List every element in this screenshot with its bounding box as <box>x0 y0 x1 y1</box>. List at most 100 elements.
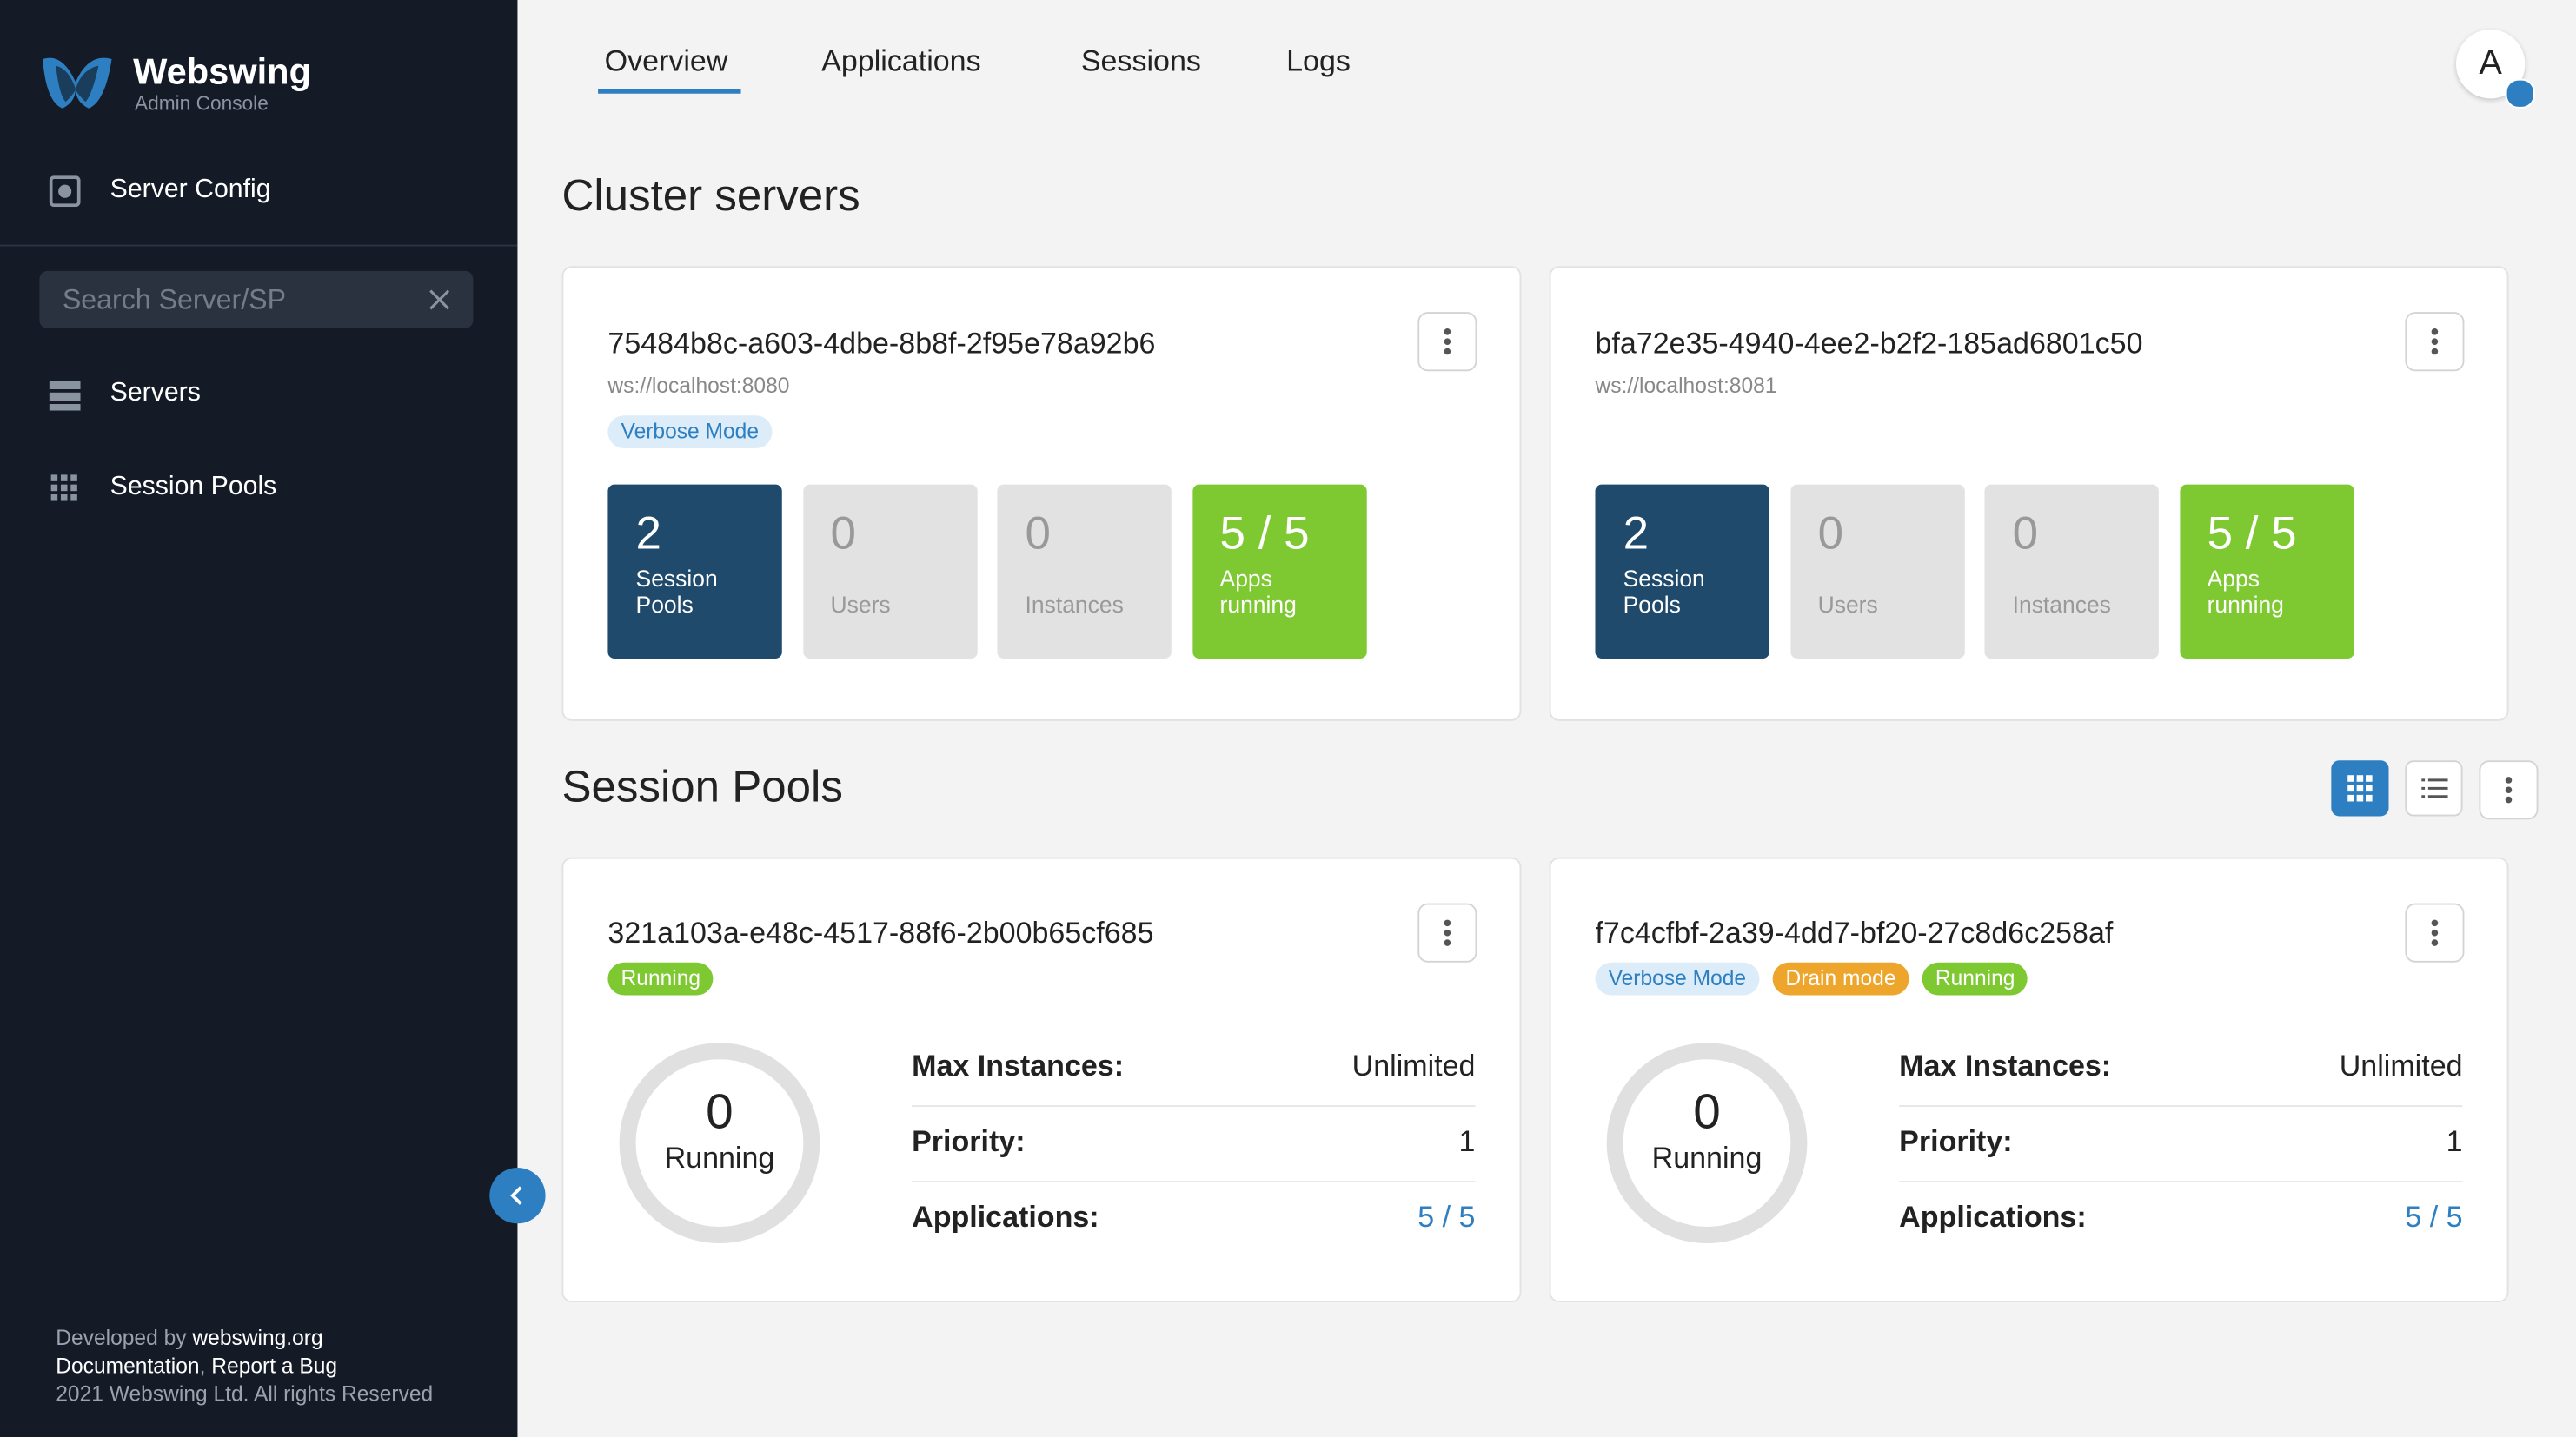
pool-card: 321a103a-e48c-4517-88f6-2b00b65cf685 Runn… <box>561 857 1522 1303</box>
badge: Verbose Mode <box>1595 962 1760 996</box>
stat-value: 2 <box>635 507 661 559</box>
detail-separator <box>912 1105 1476 1108</box>
more-button[interactable] <box>1417 312 1477 372</box>
stat-value: 0 <box>2012 507 2039 559</box>
badge: Running <box>1922 962 2028 996</box>
ring: 0 Running <box>1606 1043 1808 1243</box>
pools-icon <box>50 474 77 501</box>
badge-row: Running <box>607 962 727 996</box>
server-url: ws://localhost:8081 <box>1595 373 1777 398</box>
logo <box>43 57 112 109</box>
servers-icon <box>49 381 81 411</box>
stat-box: 5 / 5 Apps running <box>2179 484 2354 659</box>
badge: Drain mode <box>1772 962 1909 996</box>
ring-count: 0 <box>706 1085 734 1140</box>
footer-text: , <box>199 1353 206 1378</box>
footer-link[interactable]: Documentation <box>56 1353 200 1378</box>
more-button[interactable] <box>2479 760 2539 820</box>
badge: Verbose Mode <box>607 415 773 449</box>
nav-item[interactable]: Session Pools <box>110 473 277 501</box>
stat-label: Session Pools <box>1623 565 1705 618</box>
footer-link[interactable]: webswing.org <box>192 1325 323 1350</box>
tab[interactable]: Overview <box>604 44 728 77</box>
brand-sub: Admin Console <box>135 91 269 116</box>
stat-value: 0 <box>1817 507 1844 559</box>
stat-label: Instances <box>2012 591 2111 618</box>
badge-row: Verbose Mode <box>607 415 785 449</box>
tab-underline <box>598 89 741 94</box>
detail-value[interactable]: 5 / 5 <box>1417 1200 1476 1234</box>
stat-label: Users <box>830 591 891 618</box>
stat-box: 0 Instances <box>997 484 1172 659</box>
stat-box: 2 Session Pools <box>607 484 782 659</box>
stat-value: 5 / 5 <box>1219 507 1310 559</box>
nav-item[interactable]: Server Config <box>110 175 271 204</box>
stat-value: 0 <box>1025 507 1051 559</box>
sidebar: Webswing Admin Console Server Config Sea… <box>0 0 518 1437</box>
stat-label: Apps running <box>2207 565 2284 618</box>
more-button[interactable] <box>2405 312 2465 372</box>
tab[interactable]: Sessions <box>1080 44 1201 77</box>
footer-text: Developed by <box>56 1325 187 1350</box>
footer: Developed by webswing.org Documentation,… <box>56 1324 433 1407</box>
badge-row: Verbose Mode Drain mode Running <box>1595 962 2041 996</box>
stat-box: 0 Instances <box>1984 484 2159 659</box>
separator <box>0 244 518 247</box>
grid-view-button[interactable] <box>2331 760 2389 817</box>
stat-label: Users <box>1817 591 1878 618</box>
footer-text: 2021 Webswing Ltd. All rights Reserved <box>56 1381 434 1407</box>
stat-box: 5 / 5 Apps running <box>1192 484 1366 659</box>
server-url: ws://localhost:8080 <box>607 373 790 398</box>
more-button[interactable] <box>1417 903 1477 963</box>
nav-item[interactable]: Servers <box>110 379 201 407</box>
server-card: 75484b8c-a603-4dbe-8b8f-2f95e78a92b6 ws:/… <box>561 266 1522 721</box>
pool-id: f7c4cfbf-2a39-4dd7-bf20-27c8d6c258af <box>1595 916 2114 950</box>
search-placeholder: Search Server/SP <box>62 284 287 315</box>
detail-label: Priority: <box>912 1124 1026 1158</box>
detail-separator <box>912 1181 1476 1183</box>
server-id: bfa72e35-4940-4ee2-b2f2-185ad6801c50 <box>1595 327 2143 360</box>
footer-link[interactable]: Report a Bug <box>211 1353 338 1378</box>
detail-separator <box>1899 1105 2463 1108</box>
pool-id: 321a103a-e48c-4517-88f6-2b00b65cf685 <box>607 916 1154 950</box>
detail-label: Applications: <box>912 1200 1099 1234</box>
section-title: Cluster servers <box>561 170 860 221</box>
more-button[interactable] <box>2405 903 2465 963</box>
list-view-button[interactable] <box>2405 760 2463 817</box>
avatar-menu[interactable] <box>2505 78 2535 109</box>
stat-box: 2 Session Pools <box>1595 484 1769 659</box>
clear-icon[interactable] <box>428 289 450 311</box>
stat-label: Instances <box>1025 591 1124 618</box>
ring-count: 0 <box>1693 1085 1721 1140</box>
detail-label: Priority: <box>1899 1124 2013 1158</box>
detail-label: Applications: <box>1899 1200 2087 1234</box>
collapse-button[interactable] <box>489 1168 546 1224</box>
stat-box: 0 Users <box>802 484 977 659</box>
server-id: 75484b8c-a603-4dbe-8b8f-2f95e78a92b6 <box>607 327 1156 360</box>
detail-value: Unlimited <box>2339 1049 2463 1083</box>
search-box[interactable]: Search Server/SP <box>39 270 474 329</box>
brand: Webswing <box>133 50 312 92</box>
detail-value: Unlimited <box>1351 1049 1476 1083</box>
ring-label: Running <box>664 1141 775 1175</box>
section-title: Session Pools <box>561 762 843 811</box>
pool-card: f7c4cfbf-2a39-4dd7-bf20-27c8d6c258af Verb… <box>1549 857 2509 1303</box>
detail-value: 1 <box>2446 1124 2463 1158</box>
stat-value: 0 <box>830 507 856 559</box>
ring: 0 Running <box>619 1043 820 1243</box>
stat-label: Session Pools <box>635 565 718 618</box>
detail-value: 1 <box>1458 1124 1476 1158</box>
ring-label: Running <box>1651 1141 1763 1175</box>
stat-value: 2 <box>1623 507 1650 559</box>
detail-value[interactable]: 5 / 5 <box>2405 1200 2463 1234</box>
badge: Running <box>607 962 714 996</box>
tab[interactable]: Logs <box>1286 44 1351 77</box>
tab[interactable]: Applications <box>821 44 981 77</box>
detail-separator <box>1899 1181 2463 1183</box>
detail-label: Max Instances: <box>912 1049 1125 1083</box>
server-card: bfa72e35-4940-4ee2-b2f2-185ad6801c50 ws:/… <box>1549 266 2509 721</box>
stat-value: 5 / 5 <box>2207 507 2297 559</box>
stat-box: 0 Users <box>1789 484 1964 659</box>
